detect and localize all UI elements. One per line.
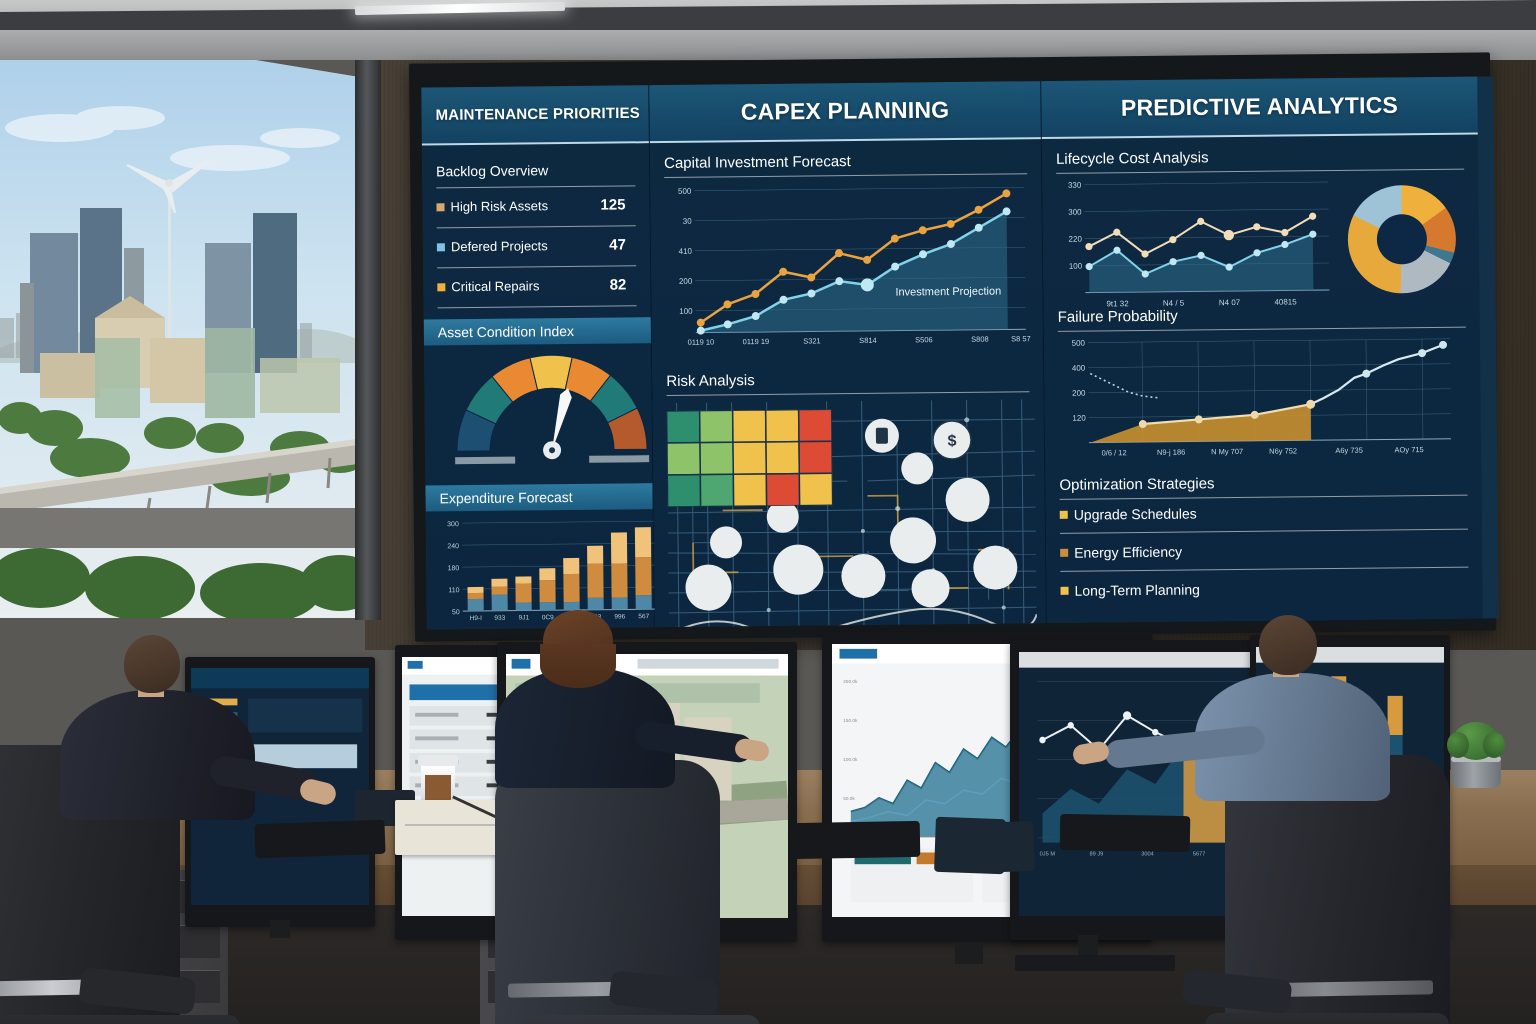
svg-text:N6y 752: N6y 752 <box>1269 446 1297 455</box>
svg-text:50.0k: 50.0k <box>843 796 855 802</box>
svg-text:S321: S321 <box>803 336 821 345</box>
svg-text:110: 110 <box>448 587 459 594</box>
svg-text:N My 707: N My 707 <box>1211 447 1243 456</box>
svg-text:330: 330 <box>1068 181 1082 190</box>
svg-text:S814: S814 <box>859 336 877 345</box>
svg-text:AOy 715: AOy 715 <box>1394 445 1423 454</box>
svg-text:0J5 M: 0J5 M <box>1040 851 1056 857</box>
svg-text:9t1 32: 9t1 32 <box>1106 299 1129 308</box>
svg-text:250.0k: 250.0k <box>843 679 858 685</box>
svg-text:240: 240 <box>447 543 459 550</box>
svg-text:$: $ <box>947 433 956 450</box>
svg-text:100.0k: 100.0k <box>843 757 858 763</box>
svg-text:0/6 / 12: 0/6 / 12 <box>1102 448 1127 457</box>
svg-text:3004: 3004 <box>1141 851 1154 857</box>
svg-text:100: 100 <box>1069 262 1083 271</box>
svg-text:N4 / 5: N4 / 5 <box>1163 299 1185 308</box>
svg-text:N4 07: N4 07 <box>1219 298 1241 307</box>
svg-text:0119 10: 0119 10 <box>688 337 715 346</box>
svg-text:N9-j 186: N9-j 186 <box>1157 448 1185 457</box>
svg-text:567: 567 <box>638 613 649 620</box>
svg-text:200: 200 <box>1072 389 1086 398</box>
svg-text:120: 120 <box>1072 414 1086 423</box>
svg-text:300: 300 <box>447 521 459 528</box>
svg-text:50: 50 <box>452 609 460 616</box>
svg-text:H9-I: H9-I <box>470 615 483 622</box>
svg-text:S8 57: S8 57 <box>1011 334 1031 343</box>
svg-text:40815: 40815 <box>1274 297 1297 306</box>
svg-text:410: 410 <box>679 247 693 256</box>
svg-text:400: 400 <box>1072 364 1086 373</box>
svg-text:180: 180 <box>448 565 460 572</box>
svg-text:30: 30 <box>683 217 693 226</box>
svg-text:200: 200 <box>679 277 693 286</box>
svg-text:220: 220 <box>1068 235 1082 244</box>
svg-text:933: 933 <box>494 615 505 622</box>
svg-text:996: 996 <box>614 613 625 620</box>
svg-text:A6y 735: A6y 735 <box>1335 446 1363 455</box>
svg-text:500: 500 <box>1072 339 1086 348</box>
svg-text:9J1: 9J1 <box>519 614 530 621</box>
svg-text:300: 300 <box>1068 208 1082 217</box>
svg-text:S506: S506 <box>915 335 933 344</box>
svg-text:100: 100 <box>679 307 693 316</box>
svg-text:0119 19: 0119 19 <box>743 337 770 346</box>
svg-text:S808: S808 <box>971 335 989 344</box>
svg-text:Investment Projection: Investment Projection <box>895 285 1001 298</box>
svg-text:150.0k: 150.0k <box>843 718 858 724</box>
svg-text:500: 500 <box>678 187 692 196</box>
svg-text:89 J9: 89 J9 <box>1090 851 1104 857</box>
